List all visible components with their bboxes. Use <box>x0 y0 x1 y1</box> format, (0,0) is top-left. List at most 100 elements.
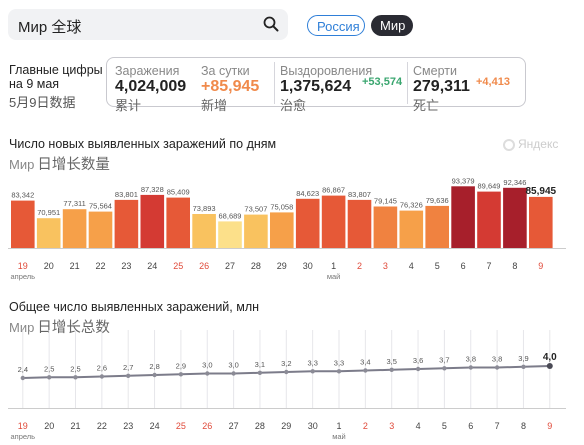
point-value-label: 3,3 <box>334 358 344 367</box>
x-tick-label: 2 <box>357 261 362 271</box>
stat-deaths-cn: 死亡 <box>413 98 440 113</box>
point-value-label: 3,2 <box>281 359 291 368</box>
x-tick-label: 19 <box>18 261 28 271</box>
bar-value-label: 85,945 <box>526 186 557 197</box>
bar-value-label: 85,409 <box>167 188 190 197</box>
data-point <box>310 369 315 374</box>
x-tick-label: 24 <box>147 261 157 271</box>
daily-chart-subtitle-ru: Мир <box>9 157 35 172</box>
point-value-label: 3,8 <box>466 355 476 364</box>
search-icon[interactable] <box>262 15 280 33</box>
x-month-label: апрель <box>10 272 35 281</box>
daily-chart-title: Число новых выявленных заражений по дням <box>9 137 277 151</box>
x-tick-label: 21 <box>70 421 80 431</box>
bar <box>373 206 398 248</box>
bar <box>477 191 501 248</box>
page-title: Главные цифры на 9 мая <box>9 63 103 91</box>
point-value-label: 2,4 <box>18 365 28 374</box>
total-chart-title: Общее число выявленных заражений, млн <box>9 300 260 314</box>
bar-value-label: 89,649 <box>478 182 501 191</box>
bar-value-label: 76,326 <box>400 201 423 210</box>
bar <box>347 199 372 248</box>
data-point <box>546 363 553 369</box>
x-tick-label: 27 <box>225 261 235 271</box>
bar-value-label: 87,328 <box>141 185 164 194</box>
point-value-label: 3,9 <box>518 354 528 363</box>
x-tick-label: 23 <box>123 421 133 431</box>
point-value-label: 2,9 <box>176 361 186 370</box>
total-cases-line-chart: 2,419апрель2,5202,5212,6222,7232,8242,92… <box>8 330 566 441</box>
x-tick-label: 26 <box>199 261 209 271</box>
point-value-label: 3,8 <box>492 355 502 364</box>
search-input[interactable]: Мир 全球 <box>18 19 82 36</box>
point-value-label: 3,3 <box>307 358 317 367</box>
bar-value-label: 84,623 <box>296 189 319 198</box>
x-tick-label: 2 <box>363 421 368 431</box>
total-chart-subtitle-cn: 日增长总数 <box>37 320 110 336</box>
search-bar[interactable]: Мир 全球 <box>8 9 288 40</box>
data-point <box>415 366 421 372</box>
point-value-label: 3,4 <box>360 358 370 367</box>
bar-value-label: 75,564 <box>89 202 112 211</box>
yandex-watermark-text: Яндекс <box>518 137 559 151</box>
bar-value-label: 77,311 <box>63 199 85 208</box>
page-subtitle: 5月9日数据 <box>9 95 76 110</box>
x-tick-label: 26 <box>202 421 212 431</box>
bar <box>166 197 190 248</box>
x-tick-label: 27 <box>229 421 239 431</box>
x-tick-label: 23 <box>121 261 131 271</box>
point-value-label: 2,6 <box>97 364 107 373</box>
bar <box>451 186 475 248</box>
data-point <box>521 364 526 369</box>
data-point <box>205 371 210 376</box>
stat-cases-value: 4,024,009 <box>115 78 187 95</box>
daily-cases-bar-chart: 83,34219апрель70,9512077,3112175,5642283… <box>8 176 566 281</box>
point-value-label: 3,5 <box>386 357 396 366</box>
x-tick-label: 5 <box>435 261 440 271</box>
bar <box>114 199 139 248</box>
bar <box>62 209 87 248</box>
data-point <box>336 369 342 374</box>
data-point <box>468 365 473 370</box>
data-point <box>231 371 236 376</box>
x-tick-label: 25 <box>173 261 183 271</box>
bar-value-label: 93,379 <box>452 176 475 185</box>
bar-value-label: 92,346 <box>503 178 526 187</box>
point-value-label: 2,8 <box>149 362 159 371</box>
bar <box>36 218 61 248</box>
x-tick-label: 6 <box>468 421 473 431</box>
data-point <box>257 370 263 375</box>
x-tick-label: 19 <box>18 421 28 431</box>
x-tick-label: 20 <box>44 421 54 431</box>
x-tick-label: 28 <box>251 261 261 271</box>
point-value-label: 2,7 <box>123 363 133 372</box>
tab-russia[interactable]: Россия <box>307 15 365 36</box>
bar <box>244 214 268 248</box>
point-value-label: 3,1 <box>255 360 265 369</box>
point-value-label: 3,7 <box>439 355 449 364</box>
stat-daily-label: За сутки <box>201 64 250 78</box>
bar <box>425 205 449 248</box>
x-tick-label: 29 <box>277 261 287 271</box>
stats-divider <box>407 62 408 104</box>
x-tick-label: 21 <box>70 261 80 271</box>
x-tick-label: 7 <box>495 421 500 431</box>
point-value-label: 3,0 <box>202 361 212 370</box>
x-tick-label: 30 <box>308 421 318 431</box>
stat-daily-cn: 新增 <box>201 98 228 113</box>
bar <box>11 200 35 248</box>
bar-value-label: 83,807 <box>348 190 371 199</box>
bar <box>88 211 113 248</box>
bar <box>140 194 165 248</box>
x-tick-label: 29 <box>281 421 291 431</box>
data-point <box>284 369 289 375</box>
bar <box>270 212 294 248</box>
tab-world[interactable]: Мир <box>371 15 413 36</box>
x-month-label: май <box>332 432 346 441</box>
x-tick-label: 20 <box>44 261 54 271</box>
stats-panel: Заражения 4,024,009 累计 За сутки +85,945 … <box>106 57 526 113</box>
data-point <box>178 372 184 377</box>
data-point <box>389 367 394 372</box>
x-tick-label: 3 <box>389 421 394 431</box>
bar-value-label: 86,867 <box>322 186 345 195</box>
